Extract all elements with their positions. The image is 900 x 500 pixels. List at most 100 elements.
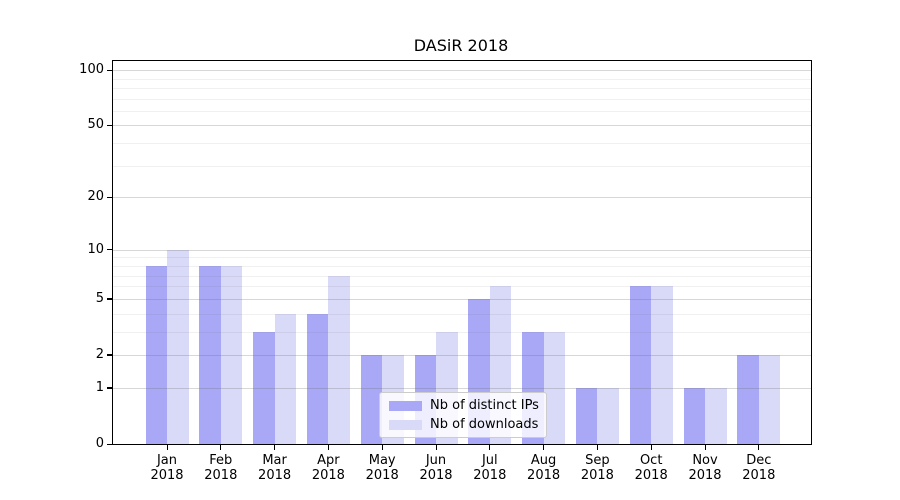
y-tick-mark <box>107 387 112 389</box>
bar-nov-ips <box>683 387 705 444</box>
y-tick-mark <box>107 124 112 127</box>
bar-mar-ips <box>253 331 275 444</box>
x-tick-label-mar: Mar 2018 <box>245 453 305 483</box>
bar-may-ips <box>360 354 383 444</box>
x-tick-label-aug: Aug 2018 <box>514 453 574 483</box>
x-tick-label-apr: Apr 2018 <box>298 453 358 483</box>
major-gridline <box>113 298 811 300</box>
y-tick-mark <box>107 196 112 199</box>
bar-sep-downloads <box>597 387 619 444</box>
y-tick-label: 50 <box>87 117 104 133</box>
x-tick-mark <box>166 445 168 450</box>
bar-aug-downloads <box>543 331 566 444</box>
x-tick-mark <box>274 445 276 450</box>
x-tick-label-jan: Jan 2018 <box>137 453 197 483</box>
x-tick-label-dec: Dec 2018 <box>729 453 789 483</box>
y-tick-label: 100 <box>79 62 104 78</box>
minor-gridline <box>113 143 811 145</box>
minor-gridline <box>113 265 811 267</box>
x-tick-label-sep: Sep 2018 <box>567 453 627 483</box>
legend-entry-distinct-ips: Nb of distinct IPs <box>380 398 546 413</box>
x-label-year: 2018 <box>527 468 561 483</box>
major-gridline <box>113 354 811 356</box>
legend-label-distinct-ips: Nb of distinct IPs <box>430 398 539 413</box>
x-tick-mark <box>327 445 330 450</box>
x-tick-mark <box>381 445 383 450</box>
legend: Nb of distinct IPs Nb of downloads <box>379 392 547 438</box>
x-tick-mark <box>650 445 652 450</box>
x-label-year: 2018 <box>258 468 292 483</box>
major-gridline <box>113 197 811 199</box>
x-tick-mark <box>596 445 599 450</box>
x-label-year: 2018 <box>419 468 453 483</box>
minor-gridline <box>113 110 811 112</box>
legend-label-downloads: Nb of downloads <box>430 417 539 432</box>
x-tick-label-may: May 2018 <box>352 453 412 483</box>
x-tick-mark <box>435 445 437 450</box>
x-tick-mark <box>543 445 545 450</box>
minor-gridline <box>113 257 811 259</box>
bar-dec-ips <box>737 354 759 444</box>
x-tick-mark <box>489 445 491 450</box>
x-label-year: 2018 <box>150 468 184 483</box>
x-label-month: Nov <box>692 453 718 468</box>
y-tick-label: 5 <box>95 290 104 306</box>
minor-gridline <box>113 313 811 315</box>
minor-gridline <box>113 87 811 89</box>
x-label-month: May <box>368 453 396 468</box>
major-gridline <box>113 249 811 251</box>
x-tick-mark <box>220 445 222 450</box>
x-label-month: Apr <box>317 453 340 468</box>
legend-entry-downloads: Nb of downloads <box>380 417 546 432</box>
bar-jan-ips <box>145 265 167 444</box>
x-label-month: Sep <box>585 453 610 468</box>
bar-sep-ips <box>575 387 598 444</box>
x-tick-label-jun: Jun 2018 <box>406 453 466 483</box>
x-label-month: Jul <box>481 453 498 468</box>
y-tick-mark <box>107 69 112 71</box>
minor-gridline <box>113 331 811 333</box>
y-tick-label: 10 <box>87 241 104 257</box>
bar-oct-downloads <box>651 286 673 444</box>
legend-swatch-distinct-ips <box>389 400 422 411</box>
plot-area: 0 1 2 5 10 20 50 100 Jan 2018 Feb 2018 Mar 2018 Apr 20… <box>79 60 812 483</box>
x-label-year: 2018 <box>204 468 238 483</box>
x-tick-label-nov: Nov 2018 <box>675 453 735 483</box>
bar-jan-downloads <box>167 249 189 444</box>
y-tick-mark <box>107 354 112 356</box>
bar-apr-downloads <box>328 275 350 444</box>
x-label-month: Aug <box>530 453 557 468</box>
y-tick-mark <box>107 298 112 300</box>
x-tick-label-oct: Oct 2018 <box>621 453 681 483</box>
minor-gridline <box>113 98 811 100</box>
bar-feb-ips <box>199 265 221 444</box>
major-gridline <box>113 125 811 127</box>
x-label-year: 2018 <box>688 468 722 483</box>
minor-gridline <box>113 78 811 80</box>
x-label-month: Dec <box>746 453 772 468</box>
x-label-month: Jan <box>156 453 178 468</box>
x-label-month: Oct <box>639 453 663 468</box>
x-tick-label-jul: Jul 2018 <box>460 453 520 483</box>
x-label-year: 2018 <box>365 468 399 483</box>
x-label-month: Mar <box>262 453 287 468</box>
bar-mar-downloads <box>274 313 297 444</box>
legend-swatch-downloads <box>389 419 422 430</box>
y-tick-label: 0 <box>95 436 104 451</box>
x-tick-mark <box>758 445 760 450</box>
y-tick-mark <box>107 249 112 251</box>
x-label-year: 2018 <box>473 468 507 483</box>
x-label-month: Jun <box>425 453 447 468</box>
bar-feb-downloads <box>220 265 243 444</box>
x-tick-label-feb: Feb 2018 <box>191 453 251 483</box>
bar-dec-downloads <box>758 354 781 444</box>
bar-nov-downloads <box>705 387 727 444</box>
minor-gridline <box>113 275 811 277</box>
bar-apr-ips <box>306 313 329 444</box>
y-tick-label: 1 <box>95 379 104 395</box>
major-gridline <box>113 70 811 72</box>
y-tick-label: 20 <box>87 189 104 205</box>
x-label-month: Feb <box>209 453 233 468</box>
minor-gridline <box>113 286 811 288</box>
